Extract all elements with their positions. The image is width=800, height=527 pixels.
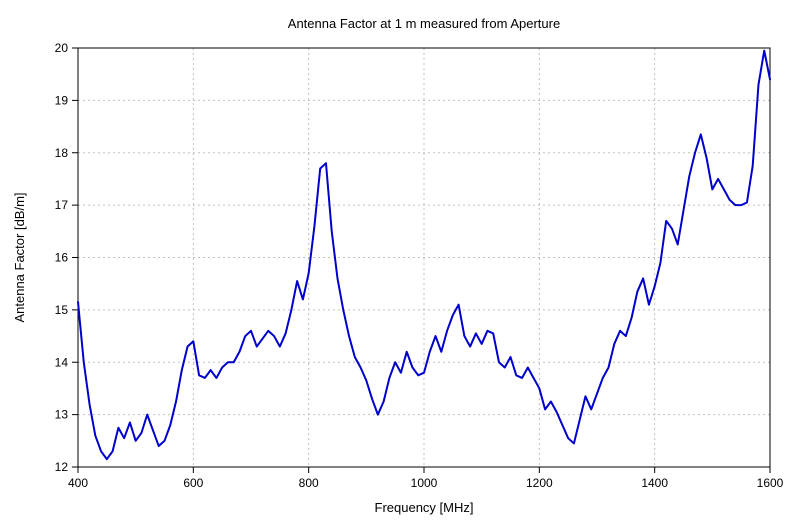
y-axis-label: Antenna Factor [dB/m] <box>12 192 27 322</box>
xtick-label: 800 <box>299 476 319 490</box>
ytick-label: 17 <box>55 198 69 212</box>
xtick-label: 1000 <box>411 476 438 490</box>
line-chart: 400 600 800 1000 1200 1400 1600 12 13 14 15 16 17 18 1… <box>0 0 800 527</box>
xtick-label: 1200 <box>526 476 553 490</box>
xtick-label: 1600 <box>757 476 784 490</box>
xtick-label: 400 <box>68 476 88 490</box>
xtick-label: 1400 <box>641 476 668 490</box>
ytick-label: 12 <box>55 460 69 474</box>
x-axis-label: Frequency [MHz] <box>375 500 474 515</box>
ytick-label: 15 <box>55 303 69 317</box>
ytick-label: 16 <box>55 251 69 265</box>
chart-title: Antenna Factor at 1 m measured from Aper… <box>288 16 560 31</box>
xtick-label: 600 <box>183 476 203 490</box>
ytick-label: 18 <box>55 146 69 160</box>
ytick-label: 19 <box>55 93 69 107</box>
ytick-label: 20 <box>55 41 69 55</box>
ytick-label: 13 <box>55 408 69 422</box>
ytick-label: 14 <box>55 355 69 369</box>
chart-svg: 400 600 800 1000 1200 1400 1600 12 13 14 15 16 17 18 1… <box>0 0 800 527</box>
